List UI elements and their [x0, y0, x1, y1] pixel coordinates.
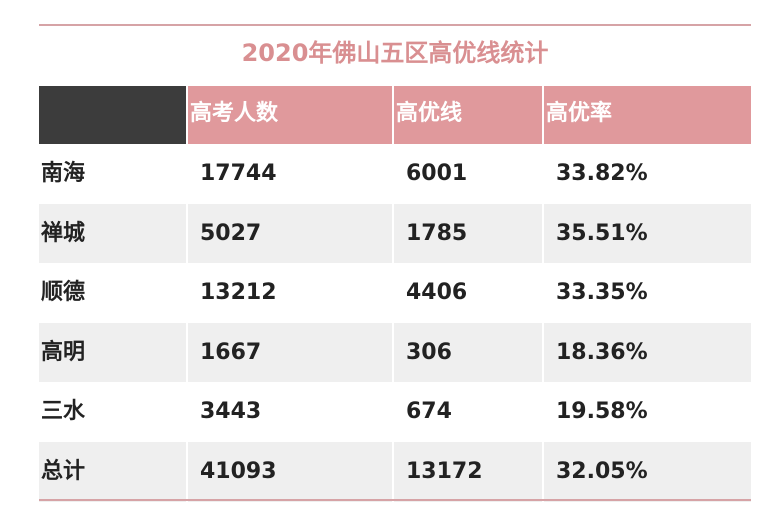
header-corner-cell	[39, 86, 188, 144]
high-line-count: 4406	[394, 263, 544, 323]
top-rule	[39, 24, 751, 26]
table-row-total: 总计 41093 13172 32.05%	[39, 441, 751, 502]
table-title: 2020年佛山五区高优线统计	[241, 39, 549, 67]
total-exam-count: 41093	[188, 441, 394, 502]
district-name: 禅城	[39, 203, 188, 264]
exam-count: 3443	[188, 382, 394, 442]
high-line-count: 674	[394, 382, 544, 442]
district-name: 顺德	[39, 263, 188, 323]
total-high-rate: 32.05%	[556, 458, 648, 484]
district-name: 高明	[39, 322, 188, 383]
high-rate: 33.82%	[556, 161, 648, 186]
table-row: 顺德 13212 4406 33.35%	[39, 263, 751, 323]
stats-table-container: 2020年佛山五区高优线统计 高考人数 高优线 高优率 南海 17744 600…	[39, 0, 751, 527]
high-line-count: 306	[394, 322, 544, 383]
total-high-line-count: 13172	[394, 441, 544, 502]
district-name: 南海	[39, 144, 188, 204]
bottom-rule	[39, 499, 751, 501]
high-rate: 35.51%	[556, 220, 648, 246]
table-row: 禅城 5027 1785 35.51%	[39, 203, 751, 264]
exam-count: 1667	[188, 322, 394, 383]
exam-count: 5027	[188, 203, 394, 264]
header-exam-count: 高考人数	[188, 86, 394, 144]
exam-count: 13212	[188, 263, 394, 323]
table-row: 三水 3443 674 19.58%	[39, 382, 751, 442]
high-line-count: 1785	[394, 203, 544, 264]
header-high-line: 高优线	[394, 86, 544, 144]
high-rate: 33.35%	[556, 280, 648, 306]
high-rate: 18.36%	[556, 339, 648, 365]
table-header-row: 高考人数 高优线 高优率	[39, 86, 751, 144]
high-rate: 19.58%	[556, 399, 648, 425]
table-row: 南海 17744 6001 33.82%	[39, 144, 751, 204]
header-high-rate: 高优率	[544, 86, 751, 144]
table-row: 高明 1667 306 18.36%	[39, 322, 751, 383]
table-body: 南海 17744 6001 33.82% 禅城 5027 1785 35.51%…	[39, 144, 751, 502]
exam-count: 17744	[188, 144, 394, 204]
district-name: 三水	[39, 382, 188, 442]
high-line-count: 6001	[394, 144, 544, 204]
total-label: 总计	[39, 441, 188, 502]
